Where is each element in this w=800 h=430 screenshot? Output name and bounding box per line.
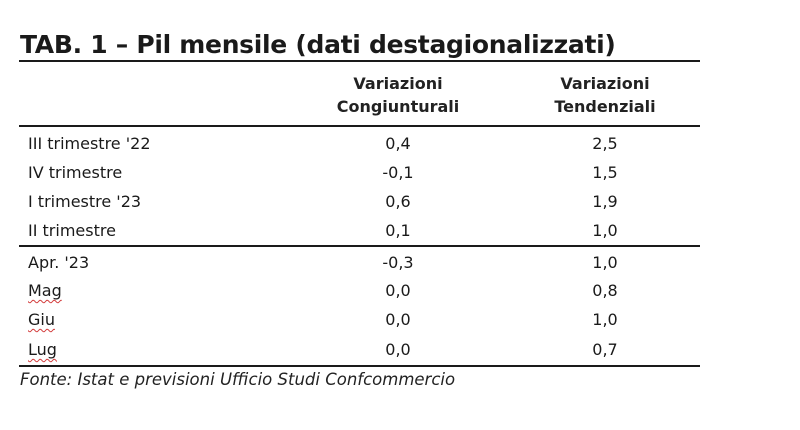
column-header-congiunturali: Variazioni Congiunturali xyxy=(288,72,508,118)
top-rule xyxy=(19,60,700,62)
row-label: Apr. '23 xyxy=(28,253,90,272)
value-tendenziale: 1,5 xyxy=(592,163,618,182)
header-rule xyxy=(19,125,700,127)
table-row: Apr. '23 -0,3 1,0 xyxy=(0,248,700,277)
value-congiunturale: 0,1 xyxy=(385,221,411,240)
row-label: III trimestre '22 xyxy=(28,134,151,153)
value-congiunturale: 0,0 xyxy=(385,310,411,329)
value-tendenziale: 1,0 xyxy=(592,310,618,329)
value-tendenziale: 0,8 xyxy=(592,281,618,300)
table-row: III trimestre '22 0,4 2,5 xyxy=(0,129,700,158)
row-label: I trimestre '23 xyxy=(28,192,142,211)
value-congiunturale: 0,0 xyxy=(385,340,411,359)
table-row: II trimestre 0,1 1,0 xyxy=(0,216,700,245)
row-label: II trimestre xyxy=(28,221,116,240)
value-tendenziale: 1,0 xyxy=(592,253,618,272)
column-header-line: Congiunturali xyxy=(336,97,460,116)
row-label: Mag xyxy=(28,281,62,300)
source-note: Fonte: Istat e previsioni Ufficio Studi … xyxy=(20,370,456,389)
value-congiunturale: 0,0 xyxy=(385,281,411,300)
row-label: Giu xyxy=(28,310,55,329)
value-congiunturale: -0,1 xyxy=(382,163,414,182)
column-header-tendenziali: Variazioni Tendenziali xyxy=(495,72,715,118)
row-label: IV trimestre xyxy=(28,163,123,182)
value-tendenziale: 2,5 xyxy=(592,134,618,153)
table-row: IV trimestre -0,1 1,5 xyxy=(0,158,700,187)
table-row: Mag 0,0 0,8 xyxy=(0,276,700,305)
value-tendenziale: 0,7 xyxy=(592,340,618,359)
value-congiunturale: -0,3 xyxy=(382,253,414,272)
value-congiunturale: 0,4 xyxy=(385,134,411,153)
table-title: TAB. 1 – Pil mensile (dati destagionaliz… xyxy=(20,30,616,59)
table-row: I trimestre '23 0,6 1,9 xyxy=(0,187,700,216)
column-header-line: Variazioni xyxy=(353,74,443,93)
table-row: Lug 0,0 0,7 xyxy=(0,335,700,364)
row-label: Lug xyxy=(28,340,57,359)
section-rule xyxy=(19,245,700,247)
column-header-line: Variazioni xyxy=(560,74,650,93)
bottom-rule xyxy=(19,365,700,367)
value-tendenziale: 1,0 xyxy=(592,221,618,240)
value-tendenziale: 1,9 xyxy=(592,192,618,211)
value-congiunturale: 0,6 xyxy=(385,192,411,211)
table-row: Giu 0,0 1,0 xyxy=(0,305,700,334)
column-header-line: Tendenziali xyxy=(554,97,656,116)
